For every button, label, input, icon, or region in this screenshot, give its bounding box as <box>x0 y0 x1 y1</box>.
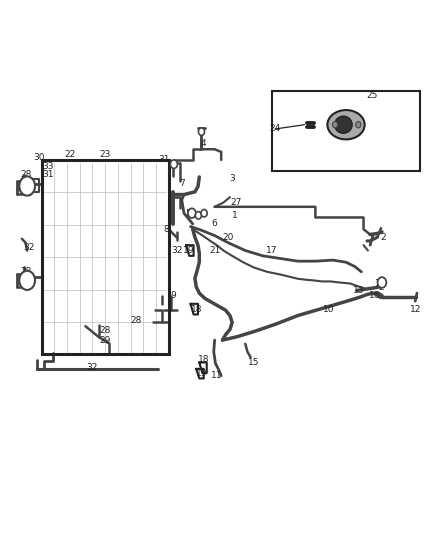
Text: 10: 10 <box>323 305 334 313</box>
Ellipse shape <box>335 116 352 133</box>
Text: 20: 20 <box>222 233 233 241</box>
Text: 27: 27 <box>231 198 242 207</box>
Circle shape <box>170 160 177 168</box>
Text: 3: 3 <box>229 174 235 183</box>
Text: 29: 29 <box>99 336 111 344</box>
Text: 16: 16 <box>369 292 380 300</box>
Text: 18: 18 <box>191 305 202 313</box>
Circle shape <box>188 208 196 218</box>
Text: 22: 22 <box>64 150 76 159</box>
Text: 28: 28 <box>21 268 32 276</box>
Text: 2: 2 <box>381 233 386 241</box>
Circle shape <box>19 271 35 290</box>
Text: 11: 11 <box>211 372 223 380</box>
Text: 32: 32 <box>86 364 98 372</box>
Text: 25: 25 <box>367 92 378 100</box>
Text: 12: 12 <box>410 305 422 313</box>
Text: 23: 23 <box>99 150 111 159</box>
Text: 28: 28 <box>99 326 111 335</box>
Text: 5: 5 <box>185 209 191 217</box>
Circle shape <box>19 176 35 196</box>
Text: 26: 26 <box>349 126 360 135</box>
Circle shape <box>332 122 338 128</box>
Text: 24: 24 <box>269 125 281 133</box>
Circle shape <box>195 212 201 219</box>
Text: 17: 17 <box>266 246 277 255</box>
Text: 2: 2 <box>378 284 384 292</box>
Text: 19: 19 <box>183 246 194 255</box>
Text: 15: 15 <box>248 358 260 367</box>
Text: 28: 28 <box>130 317 141 325</box>
Text: 31: 31 <box>42 171 54 179</box>
Text: 6: 6 <box>212 220 218 228</box>
Text: 21: 21 <box>209 246 220 255</box>
Circle shape <box>198 128 205 135</box>
Text: 19: 19 <box>196 369 207 377</box>
Text: 4: 4 <box>201 140 206 148</box>
Text: 33: 33 <box>42 162 54 171</box>
Text: 13: 13 <box>353 286 365 295</box>
Text: 30: 30 <box>34 153 45 161</box>
Text: 31: 31 <box>159 156 170 164</box>
Ellipse shape <box>327 110 364 140</box>
Circle shape <box>356 122 361 128</box>
Text: 8: 8 <box>163 225 170 233</box>
Circle shape <box>378 277 386 288</box>
Text: 28: 28 <box>21 171 32 179</box>
Text: 7: 7 <box>179 180 185 188</box>
Text: 32: 32 <box>23 244 34 252</box>
Text: 1: 1 <box>231 212 237 220</box>
Circle shape <box>201 209 207 217</box>
Text: 18: 18 <box>198 356 209 364</box>
Text: 9: 9 <box>170 292 176 300</box>
Text: 32: 32 <box>172 246 183 255</box>
Text: 14: 14 <box>375 279 387 288</box>
